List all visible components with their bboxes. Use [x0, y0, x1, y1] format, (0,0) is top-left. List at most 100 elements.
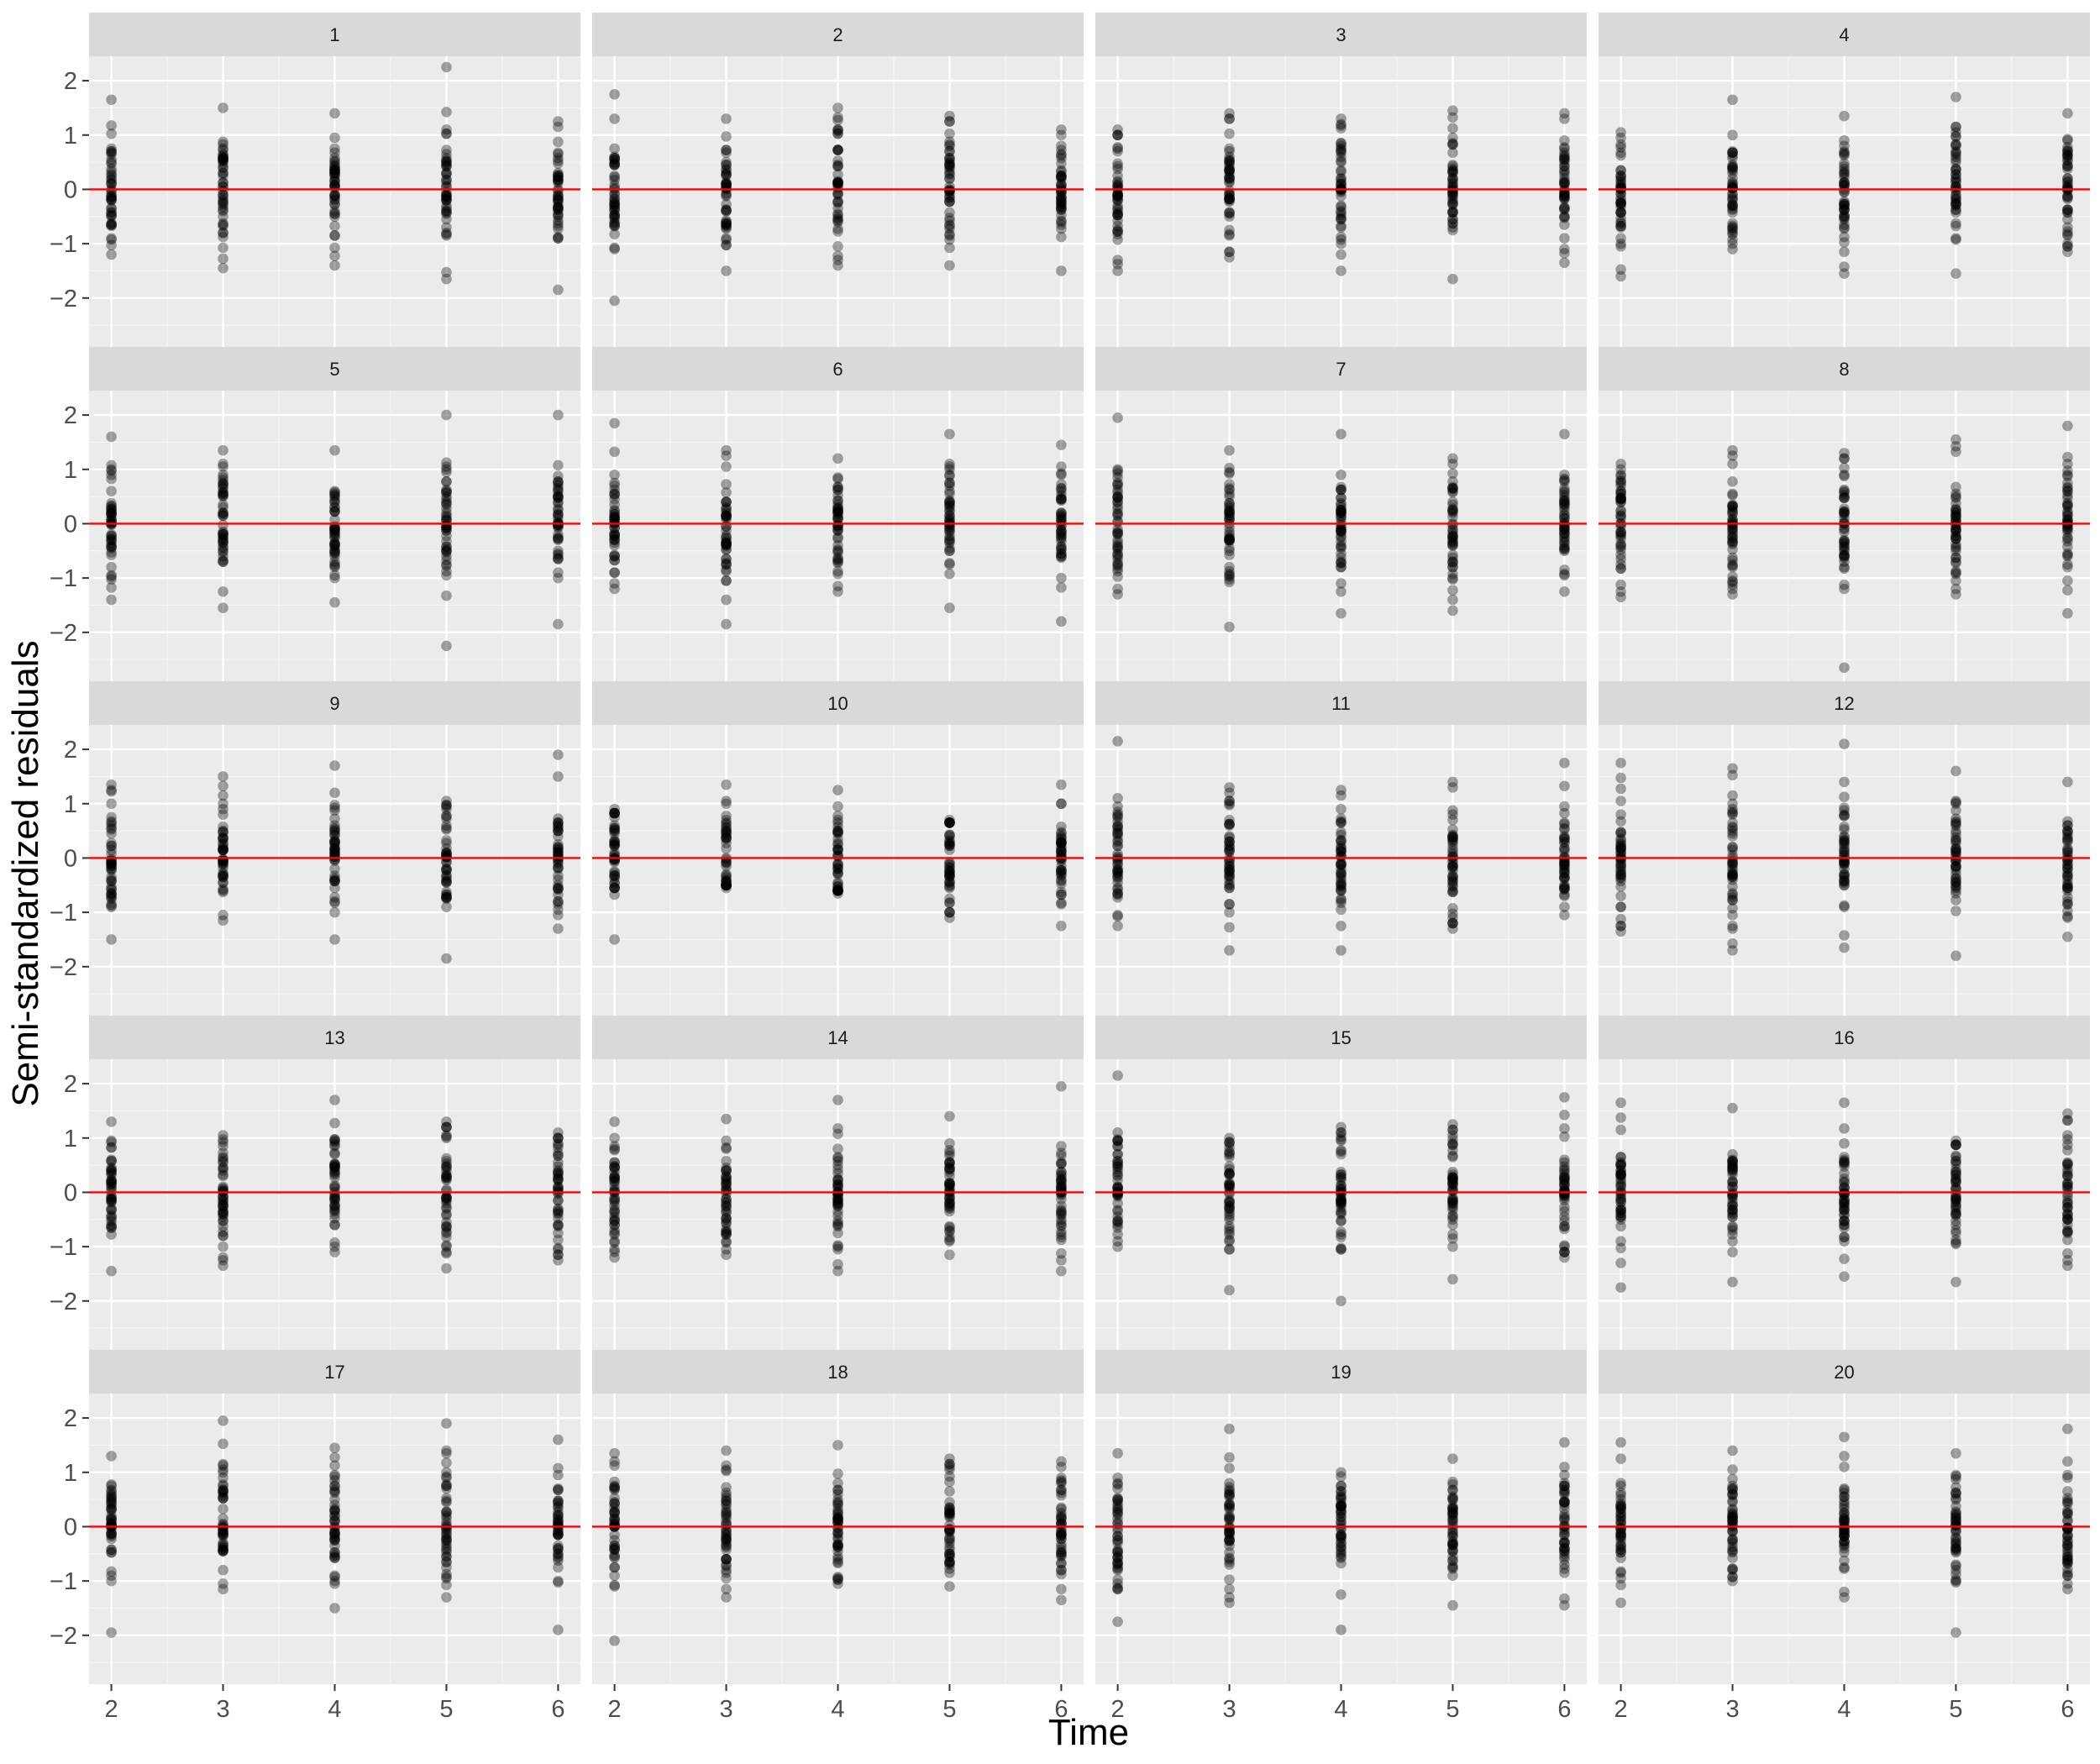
data-point	[609, 807, 620, 819]
data-point	[1447, 1453, 1458, 1464]
data-point	[609, 550, 620, 562]
data-point	[944, 242, 955, 254]
data-point	[2062, 230, 2073, 241]
data-point	[1447, 574, 1458, 585]
data-point	[721, 559, 732, 570]
data-point	[1559, 1495, 1570, 1507]
data-point	[106, 1566, 117, 1578]
data-point	[218, 1543, 228, 1554]
data-point	[1839, 517, 1850, 528]
data-point	[609, 1579, 620, 1591]
facet-strip	[89, 13, 580, 56]
data-point	[1112, 195, 1123, 206]
data-point	[441, 208, 452, 219]
data-point	[441, 202, 452, 214]
data-point	[441, 193, 452, 205]
data-point	[609, 522, 620, 533]
data-point	[1559, 1462, 1570, 1473]
data-point	[2062, 144, 2073, 155]
data-point	[218, 554, 228, 566]
data-point	[721, 504, 732, 516]
facet-strip-label: 3	[1336, 24, 1346, 45]
data-point	[441, 1497, 452, 1508]
data-point	[1336, 213, 1347, 223]
data-point	[1615, 218, 1626, 229]
data-point	[1447, 173, 1458, 184]
data-point	[329, 250, 340, 261]
data-point	[218, 177, 228, 188]
data-point	[441, 499, 452, 511]
data-point	[553, 533, 564, 544]
data-point	[218, 508, 228, 520]
data-point	[1336, 1244, 1347, 1255]
facet-panel-18: 182 3 4 5 6	[592, 1350, 1084, 1723]
data-point	[832, 177, 843, 188]
data-point	[329, 198, 340, 210]
data-point	[329, 1546, 340, 1558]
data-point	[944, 192, 955, 203]
data-point	[218, 139, 228, 150]
data-point	[1112, 528, 1123, 539]
data-point	[1056, 180, 1067, 191]
data-point	[832, 250, 843, 261]
data-point	[218, 910, 228, 921]
data-point	[441, 541, 452, 553]
data-point	[1447, 187, 1458, 199]
data-point	[944, 185, 955, 197]
facet-strip	[592, 13, 1084, 56]
data-point	[1950, 140, 1961, 152]
data-point	[2062, 108, 2073, 119]
data-point	[1950, 131, 1961, 142]
data-point	[609, 170, 620, 181]
data-point	[832, 1513, 843, 1525]
data-point	[2062, 192, 2073, 203]
data-point	[1112, 189, 1123, 201]
data-point	[1336, 504, 1347, 516]
data-point	[1056, 204, 1067, 216]
data-point	[1056, 1214, 1067, 1226]
data-point	[1056, 197, 1067, 208]
data-point	[721, 512, 732, 522]
data-point	[441, 144, 452, 155]
data-point	[944, 1504, 955, 1515]
data-point	[1559, 178, 1570, 190]
data-point	[1112, 412, 1123, 423]
data-point	[944, 136, 955, 148]
data-point	[1839, 150, 1850, 161]
data-point	[329, 260, 340, 271]
data-point	[329, 1442, 340, 1453]
data-point	[1839, 204, 1850, 216]
data-point	[609, 196, 620, 207]
facet-strip-label: 7	[1336, 359, 1346, 380]
data-point	[1056, 512, 1067, 524]
data-point	[832, 472, 843, 483]
data-point	[609, 219, 620, 230]
data-point	[1559, 1091, 1570, 1103]
data-point	[329, 547, 340, 558]
data-point	[441, 570, 452, 581]
data-point	[441, 174, 452, 186]
data-point	[218, 1486, 228, 1497]
data-point	[1839, 583, 1850, 595]
data-point	[1056, 1533, 1067, 1545]
data-point	[944, 1221, 955, 1232]
data-point	[721, 461, 732, 472]
data-point	[944, 1581, 955, 1592]
data-point	[1056, 529, 1067, 540]
data-point	[1559, 817, 1570, 828]
data-point	[553, 176, 564, 187]
data-point	[609, 534, 620, 546]
data-point	[1839, 180, 1850, 191]
data-point	[1112, 465, 1123, 476]
data-point	[329, 1148, 340, 1160]
data-point	[1112, 517, 1123, 528]
data-point	[609, 1161, 620, 1173]
data-point	[832, 1095, 843, 1105]
data-point	[1056, 202, 1067, 213]
data-point	[2062, 575, 2073, 586]
data-point	[553, 503, 564, 514]
data-point	[441, 565, 452, 577]
data-point	[553, 174, 564, 186]
data-point	[944, 116, 955, 127]
data-point	[1056, 1226, 1067, 1237]
